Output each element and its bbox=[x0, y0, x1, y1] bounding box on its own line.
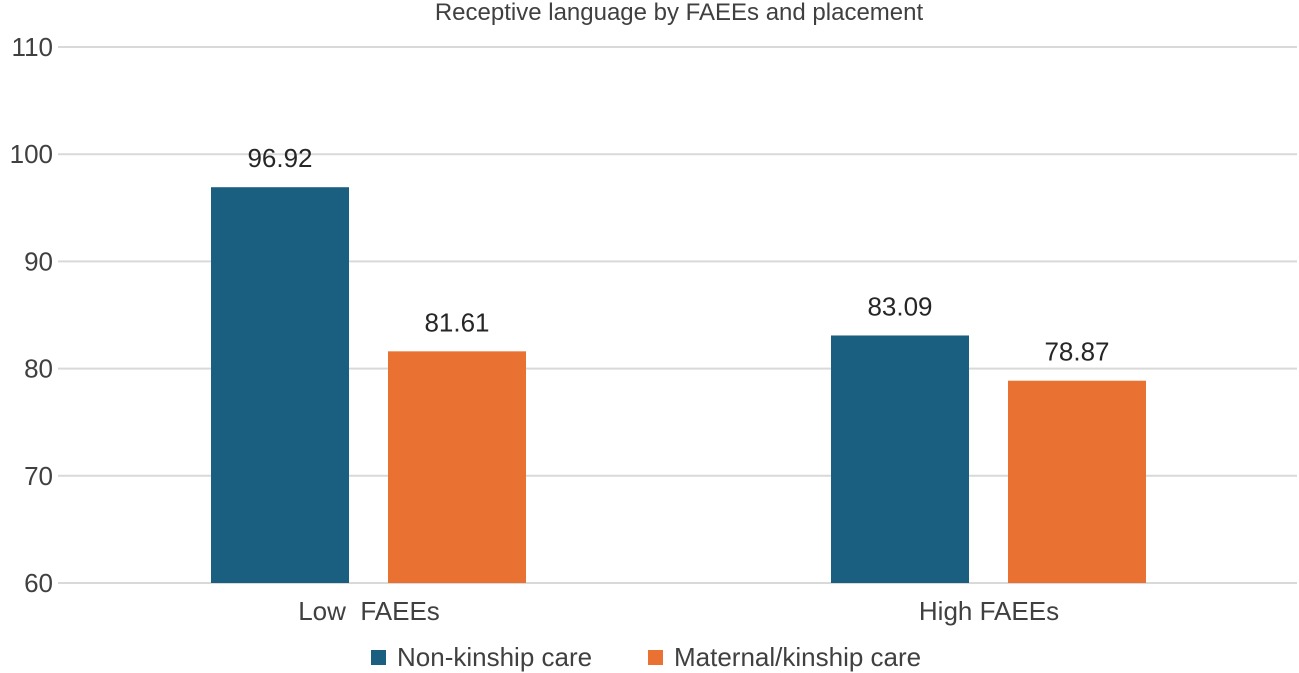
legend-item-maternal-kinship: Maternal/kinship care bbox=[648, 642, 921, 672]
bar-maternal-kinship-high bbox=[1008, 380, 1146, 583]
data-label: 81.61 bbox=[424, 307, 489, 337]
data-label: 83.09 bbox=[867, 291, 932, 321]
legend-swatch bbox=[648, 650, 663, 665]
category-label: Low FAEEs bbox=[298, 596, 440, 626]
bars bbox=[211, 187, 1146, 584]
x-axis-category-labels: Low FAEEs High FAEEs bbox=[298, 596, 1059, 626]
data-label: 78.87 bbox=[1044, 337, 1109, 367]
y-axis-tick-labels: 60 70 80 90 100 110 bbox=[10, 32, 53, 598]
legend-item-non-kinship: Non-kinship care bbox=[371, 642, 592, 672]
chart-title: Receptive language by FAEEs and placemen… bbox=[435, 0, 924, 26]
bar-maternal-kinship-low bbox=[388, 351, 526, 583]
y-tick-label: 110 bbox=[12, 32, 53, 62]
legend-label: Maternal/kinship care bbox=[674, 642, 921, 672]
data-labels: 96.92 83.09 81.61 78.87 bbox=[247, 143, 1109, 366]
bar-non-kinship-high bbox=[831, 335, 969, 583]
legend-label: Non-kinship care bbox=[397, 642, 592, 672]
y-tick-label: 70 bbox=[24, 461, 53, 491]
legend-swatch bbox=[371, 650, 386, 665]
y-tick-label: 80 bbox=[24, 354, 53, 384]
y-tick-label: 60 bbox=[24, 568, 53, 598]
data-label: 96.92 bbox=[247, 143, 312, 173]
category-label: High FAEEs bbox=[919, 596, 1059, 626]
legend: Non-kinship care Maternal/kinship care bbox=[371, 642, 921, 672]
y-tick-label: 100 bbox=[10, 139, 53, 169]
bar-non-kinship-low bbox=[211, 187, 349, 584]
y-tick-label: 90 bbox=[24, 246, 53, 276]
